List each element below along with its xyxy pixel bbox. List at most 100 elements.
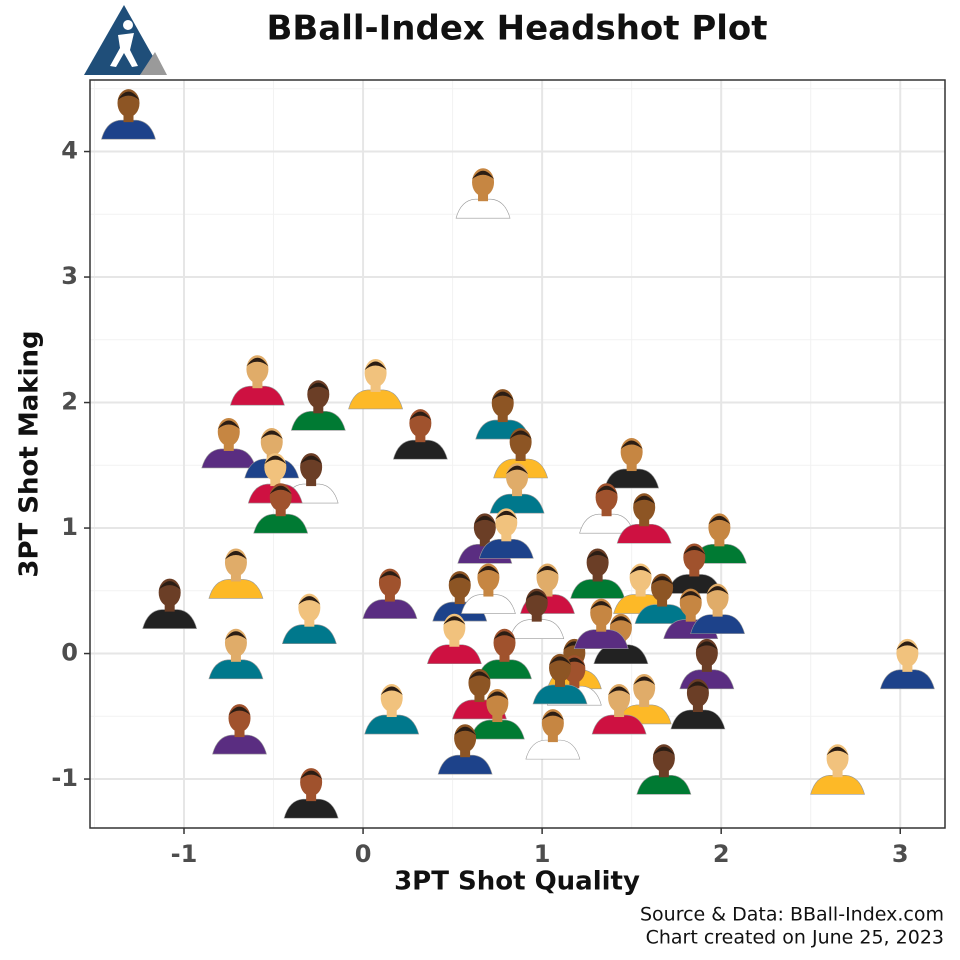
headshot-jersey [281,624,337,644]
headshot-hair [683,545,706,555]
headshot-hair [652,746,675,756]
headshot-hair [549,656,572,665]
headshot-jersey [469,719,525,740]
headshot-hair [620,440,643,450]
headshot-hair [679,591,702,600]
headshot-hair [224,550,247,560]
headshot-neck [497,413,508,423]
headshot-hair [609,616,632,625]
headshot-neck [569,679,580,689]
headshot-neck [474,692,485,702]
headshot-hair [590,601,613,610]
x-tick-label: -1 [171,840,198,868]
y-axis-label: 3PT Shot Making [15,330,45,577]
headshot-hair [896,641,919,650]
headshot [469,689,525,740]
headshot-hair [378,571,401,580]
headshot-neck [501,532,512,542]
headshot-hair [443,616,466,625]
headshot-jersey [142,609,198,629]
headshot-jersey [230,385,285,406]
headshot-neck [689,567,700,577]
y-tick-label: 2 [61,388,78,416]
headshot-hair [246,357,269,367]
headshot-jersey [690,614,745,634]
headshot-neck [275,507,286,517]
y-tick-label: 0 [61,639,78,667]
panel-border [89,79,946,829]
headshot-hair [364,361,387,370]
y-tick-label: -1 [51,764,78,792]
headshot [392,409,448,460]
headshot [455,168,511,219]
headshot-neck [515,452,526,461]
headshot-hair [260,430,283,439]
y-tick-label: 3 [61,262,78,290]
headshot-jersey [437,754,493,775]
headshot [636,744,692,795]
x-tick-label: 3 [892,840,909,868]
headshot-jersey [489,493,545,514]
x-tick-label: 1 [534,840,551,868]
x-tick-label: 2 [713,840,730,868]
logo-small-triangle [140,52,167,75]
headshot-hair [409,411,432,421]
headshot-neck [499,652,510,662]
headshot-neck [449,637,460,647]
headshot-hair [633,676,656,685]
headshot-hair [506,465,529,475]
headshot-hair [477,566,500,575]
headshot-hair [224,631,247,640]
headshot-hair [495,510,518,520]
headshot [201,417,257,469]
headshot-jersey [477,659,532,680]
headshot-neck [384,592,395,602]
headshot [208,628,264,680]
headshot-jersey [616,523,672,544]
headshot-neck [306,477,317,487]
headshot-jersey [593,644,649,665]
headshot-neck [902,662,913,672]
headshot [208,548,264,599]
headshot [579,483,634,534]
headshot-jersey [283,798,339,819]
headshot-neck [596,622,607,632]
headshot-hair [264,455,287,465]
headshot [810,744,865,795]
created-note: Chart created on June 25, 2023 [646,927,944,949]
headshot-jersey [461,594,516,614]
headshot-neck [483,587,494,597]
headshot-hair [217,420,240,429]
chart-title: BBall-Index Headshot Plot [266,9,767,49]
headshot-hair [586,550,609,560]
headshot-jersey [455,198,511,219]
headshot-hair [706,586,729,595]
headshot [364,684,420,735]
headshot-neck [614,708,625,718]
headshot [670,679,726,730]
headshot-neck [123,113,134,123]
headshot-neck [252,379,263,389]
headshot-neck [542,587,553,597]
headshot-hair [525,591,548,600]
headshot-neck [601,507,612,517]
headshot-neck [592,572,603,582]
headshot-hair [493,631,516,640]
headshot-neck [230,652,241,662]
headshot-hair [541,711,564,721]
headshot [426,613,482,665]
headshot-jersey [880,669,935,690]
headshot-neck [531,612,542,622]
headshot-jersey [573,629,629,649]
headshot [212,704,267,755]
headshot-neck [657,597,668,607]
headshot-hair [454,726,477,736]
headshot-jersey [208,659,264,680]
headshot-jersey [201,448,257,469]
headshot-hair [509,430,532,439]
headshot-neck [635,587,646,597]
headshot-neck [555,677,566,687]
headshot [101,89,156,140]
headshot-hair [380,686,403,696]
headshot-jersey [290,411,346,431]
